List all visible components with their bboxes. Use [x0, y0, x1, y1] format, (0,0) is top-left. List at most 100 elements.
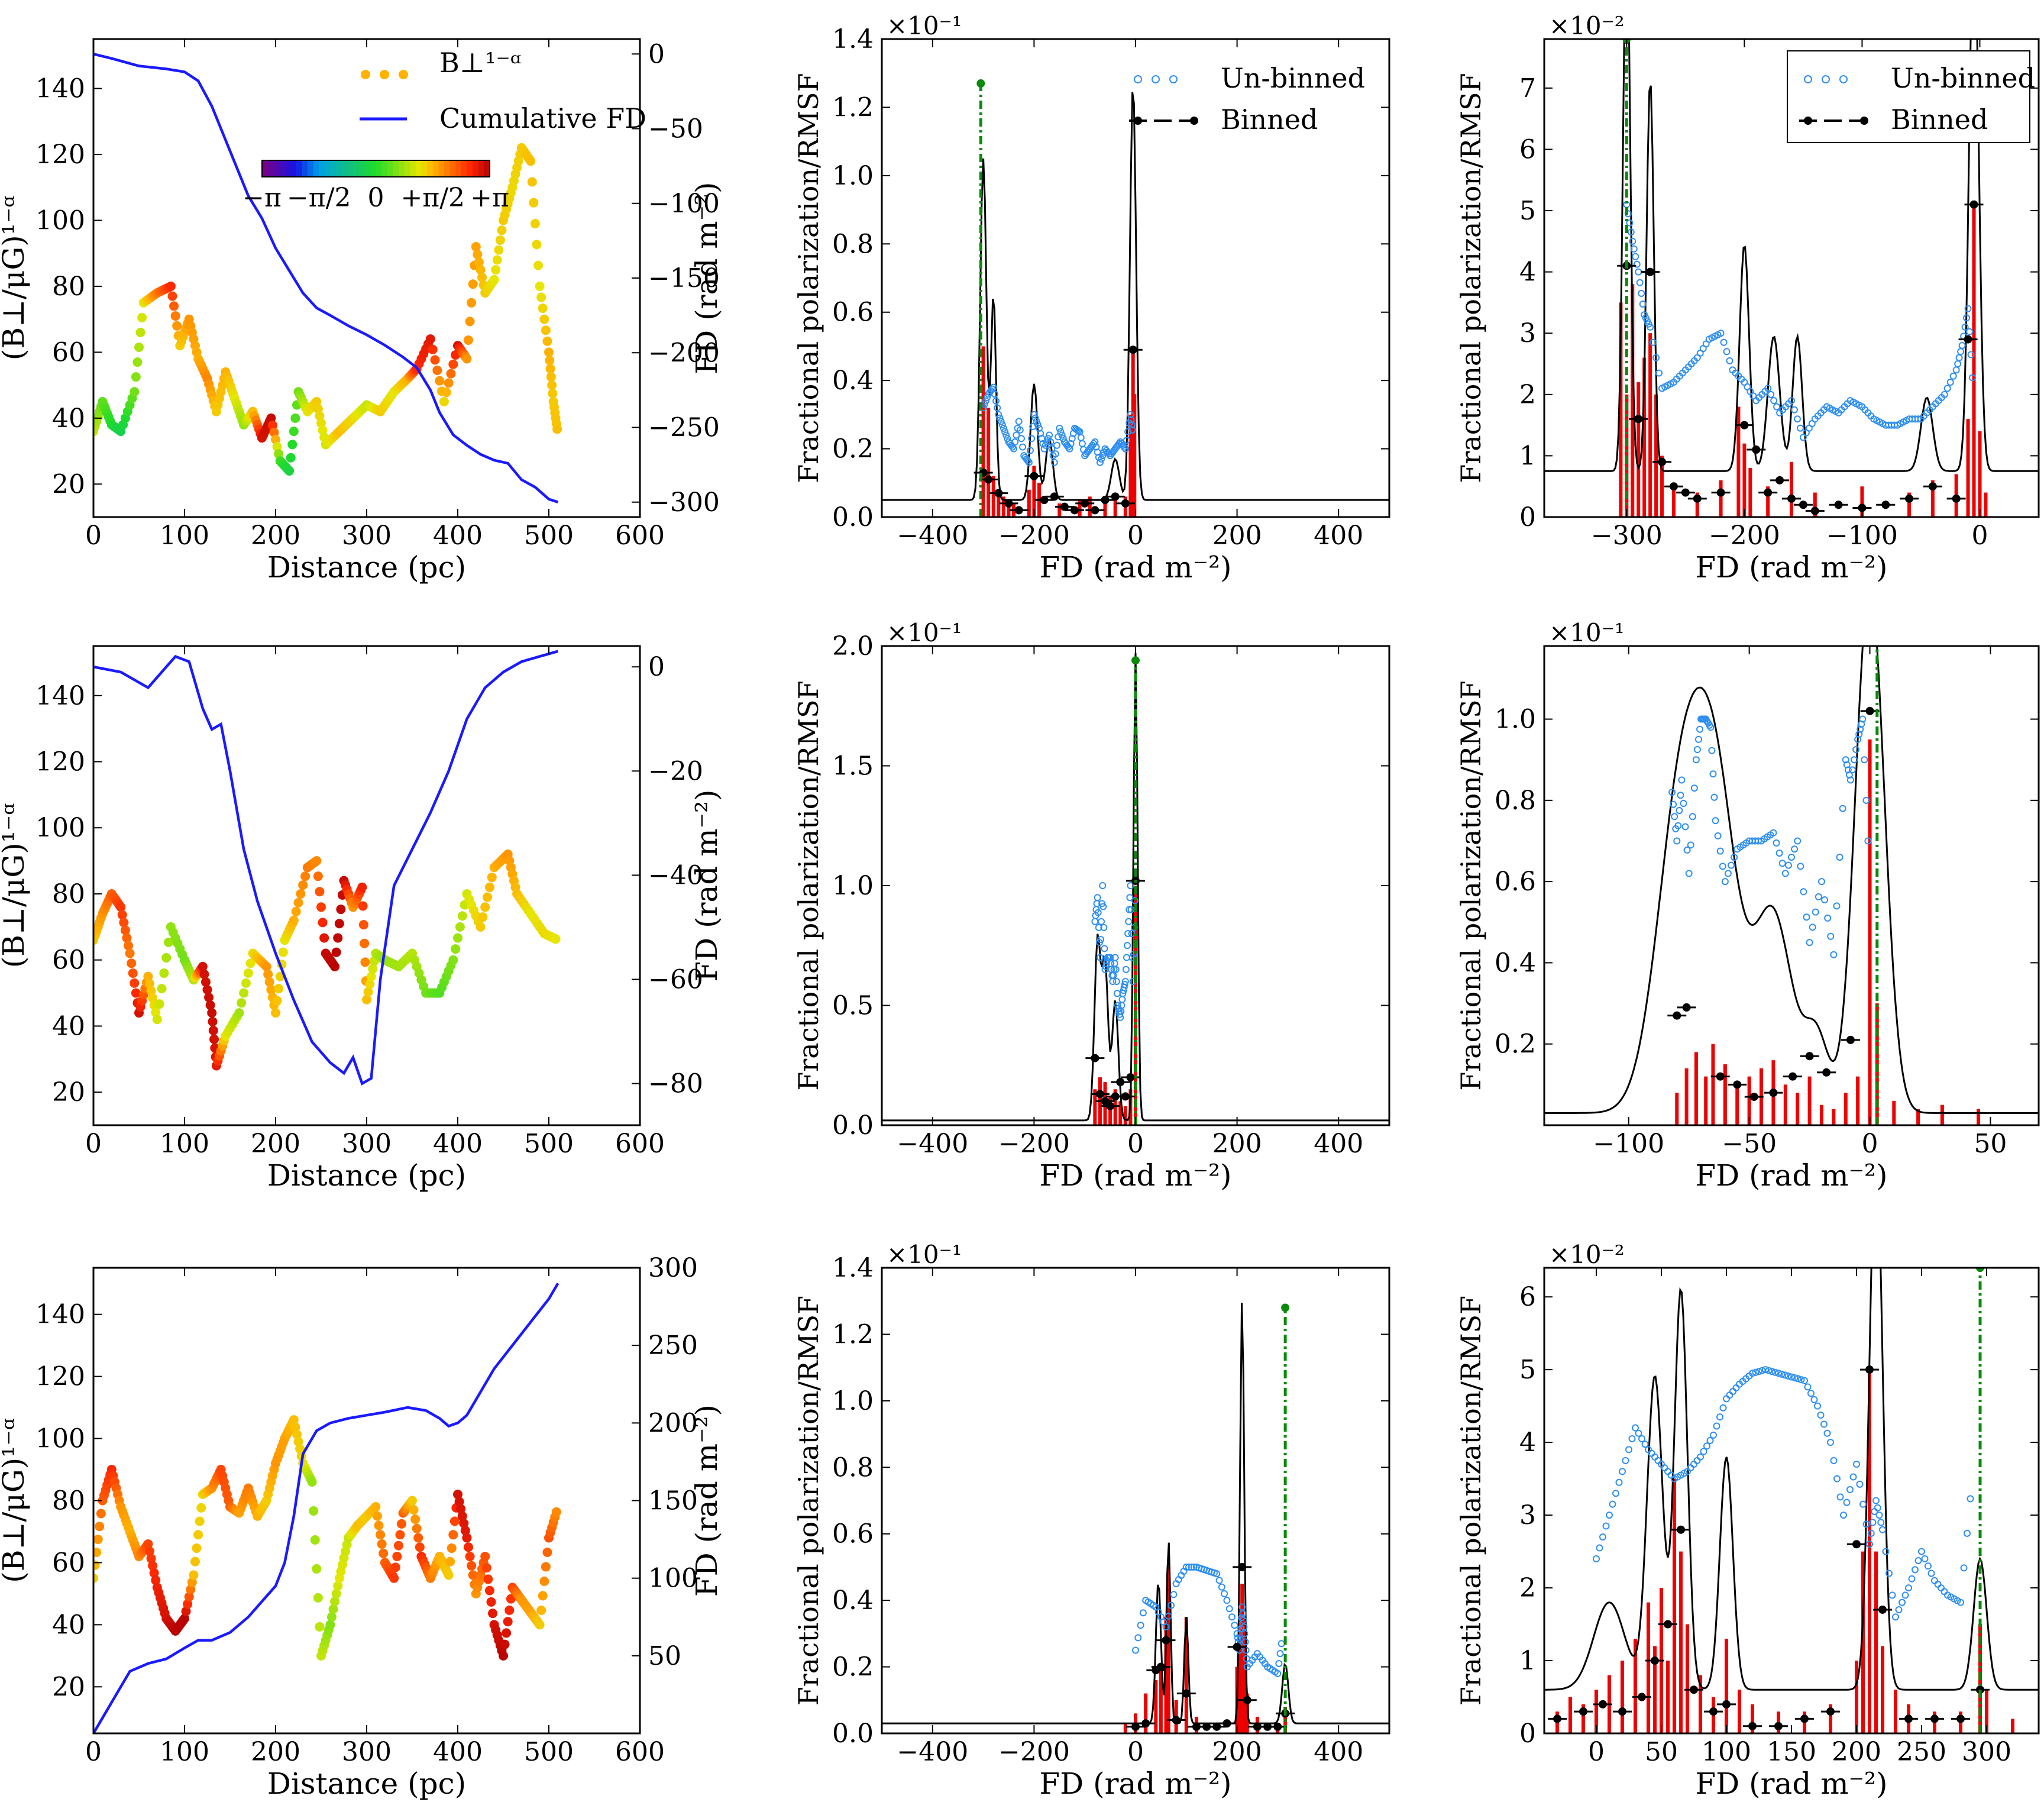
unbinned-point [996, 414, 1004, 422]
unbinned-point [1967, 1495, 1974, 1503]
b-perp-point [184, 1592, 194, 1602]
unbinned-point [1862, 1520, 1870, 1528]
unbinned-point [1796, 424, 1804, 432]
b-perp-point [535, 281, 545, 291]
unbinned-point [1124, 930, 1132, 937]
unbinned-point [1188, 1563, 1195, 1571]
unbinned-point [1121, 445, 1129, 453]
unbinned-point [1680, 799, 1687, 807]
b-perp-point [190, 1556, 200, 1567]
unbinned-point [1815, 893, 1822, 900]
unbinned-point [1859, 1500, 1867, 1508]
x-tick-label: 300 [342, 1737, 392, 1767]
b-perp-point [477, 273, 487, 283]
unbinned-point [1091, 918, 1099, 925]
binned-point [1162, 1636, 1170, 1645]
unbinned-point [1895, 1606, 1903, 1613]
y2-tick-label: 0 [648, 652, 665, 682]
b-perp-point [366, 971, 376, 981]
unbinned-point [1848, 766, 1856, 774]
b-perp-point [487, 873, 497, 883]
unbinned-point [1958, 341, 1966, 349]
axes-frame [881, 1267, 1390, 1735]
b-perp-point [545, 364, 555, 374]
unbinned-point [1830, 1457, 1838, 1464]
unbinned-point [1846, 776, 1854, 784]
x-tick-label: 500 [524, 1737, 574, 1767]
clean-component-bar [1642, 357, 1647, 517]
clean-component-bar [1027, 489, 1031, 517]
clean-component-bar [1930, 480, 1935, 517]
unbinned-point [1099, 452, 1107, 460]
b-perp-point [312, 1564, 322, 1574]
clean-component-bar [1660, 456, 1664, 517]
unbinned-point [1797, 863, 1804, 870]
binned-point [1826, 1707, 1835, 1716]
legend-marker-binned [1134, 117, 1142, 125]
unbinned-point [1833, 902, 1841, 910]
y-tick-label: 0.4 [832, 1585, 874, 1616]
unbinned-point [1077, 434, 1085, 441]
clean-component-bar [1856, 1076, 1860, 1125]
colorbar-segment [290, 160, 297, 177]
b-perp-point [476, 922, 486, 932]
plot-area [1544, 1268, 2039, 1733]
unbinned-point [1274, 1669, 1282, 1677]
y-tick-label: 0.0 [832, 502, 874, 532]
x-tick-label: 100 [160, 521, 209, 551]
b-perp-point [488, 1609, 498, 1619]
x-tick-label: −400 [897, 521, 968, 551]
unbinned-point [1633, 260, 1641, 268]
unbinned-point [1122, 965, 1130, 973]
b-perp-point [161, 952, 172, 963]
unbinned-point [1599, 1533, 1606, 1541]
b-perp-point [167, 291, 177, 301]
b-perp-point [237, 998, 247, 1008]
y-tick-label: 1.0 [1495, 705, 1536, 735]
clean-component-bar [1748, 468, 1752, 517]
binned-point [1091, 506, 1099, 515]
clean-component-bar [1699, 1675, 1702, 1733]
unbinned-point [1713, 1422, 1720, 1430]
b-perp-point [291, 906, 301, 916]
b-perp-point [473, 250, 483, 260]
unbinned-point [1723, 1395, 1730, 1403]
unbinned-point [1121, 978, 1129, 985]
clean-component-bar [1675, 1093, 1679, 1125]
b-perp-point [527, 177, 537, 187]
b-perp-point [453, 933, 463, 943]
colorbar-segment [324, 160, 331, 177]
unbinned-point [1626, 219, 1634, 227]
b-perp-point [199, 969, 209, 979]
y-tick-label: 120 [35, 1362, 85, 1392]
unbinned-point [1843, 761, 1851, 768]
unbinned-point [1840, 1512, 1847, 1519]
unbinned-point [1185, 1563, 1193, 1571]
b-perp-point [119, 918, 129, 928]
binned-point [984, 475, 993, 484]
b-perp-point [207, 1008, 217, 1018]
b-perp-point [448, 955, 458, 965]
unbinned-point [1901, 1591, 1909, 1599]
unbinned-point [1097, 936, 1105, 944]
binned-point [1969, 200, 1978, 209]
plot-area [1544, 646, 2039, 1125]
b-perp-point [530, 219, 540, 229]
y-tick-label: 6 [1519, 1282, 1536, 1312]
binned-point [1111, 492, 1120, 501]
y-tick-label: 80 [52, 272, 85, 302]
clean-component-bar [1844, 1093, 1848, 1125]
binned-point [1690, 1685, 1698, 1694]
colorbar-label: +π/2 [400, 183, 465, 213]
b-perp-point [208, 1016, 218, 1026]
clean-component-bar [1790, 461, 1793, 517]
unbinned-point [1101, 945, 1108, 952]
binned-point [1638, 1693, 1646, 1701]
x-tick-label: 0 [1127, 1737, 1144, 1767]
true-fd-marker-star [1281, 1303, 1290, 1312]
y-axis-label: Fractional polarization/RMSF [793, 680, 824, 1090]
b-perp-point [360, 957, 370, 967]
unbinned-point [1650, 338, 1657, 346]
unbinned-point [1095, 923, 1102, 931]
colorbar-segment [279, 160, 285, 177]
